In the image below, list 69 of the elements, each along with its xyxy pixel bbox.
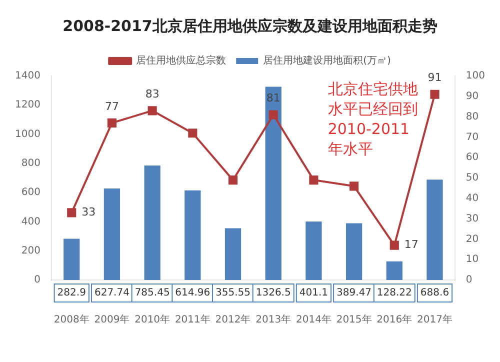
y-tick-label: 600 — [21, 187, 40, 198]
bar — [306, 222, 322, 280]
data-label: 688.6 — [420, 288, 450, 299]
bar — [386, 261, 402, 280]
y2-tick-label: 0 — [466, 274, 472, 286]
data-label: 128.22 — [376, 288, 412, 299]
data-label: 77 — [104, 100, 119, 113]
y-tick-label: 200 — [21, 245, 40, 256]
data-label: 282.9 — [57, 288, 86, 299]
data-label: 33 — [82, 206, 96, 219]
y2-tick-label: 100 — [466, 70, 486, 82]
point — [67, 208, 76, 218]
y-tick-label: 1400 — [14, 70, 40, 82]
y-tick-label: 1200 — [14, 100, 40, 111]
point — [390, 240, 399, 250]
chart-title: 2008-2017北京居住用地供应宗数及建设用地面积走势 — [62, 16, 438, 35]
bar — [426, 180, 443, 280]
x-tick-label: 2009年 — [94, 314, 130, 326]
y2-tick-label: 20 — [466, 234, 479, 245]
data-label: 627.74 — [94, 288, 130, 299]
data-label: 83 — [145, 88, 160, 101]
bar — [346, 223, 362, 280]
point — [268, 110, 278, 120]
data-label: 785.45 — [134, 288, 170, 299]
y-tick-label: 0 — [34, 274, 40, 286]
bar — [224, 228, 242, 280]
y-tick-label: 400 — [21, 216, 40, 228]
point — [148, 106, 157, 116]
data-label: 389.47 — [336, 288, 372, 299]
x-tick-label: 2012年 — [215, 314, 251, 326]
point — [309, 176, 318, 185]
x-tick-label: 2014年 — [296, 314, 332, 326]
legend-label: 居住用地建设用地面积(万㎡) — [263, 54, 391, 67]
data-label: 17 — [404, 238, 418, 252]
y-tick-label: 1000 — [14, 128, 40, 140]
point — [350, 182, 359, 191]
x-tick-label: 2016年 — [376, 314, 412, 326]
y2-tick-label: 70 — [466, 132, 479, 143]
bar — [265, 86, 282, 280]
x-tick-label: 2010年 — [134, 314, 170, 326]
bar — [104, 188, 120, 280]
x-tick-label: 2011年 — [174, 314, 210, 326]
data-label: 355.55 — [216, 288, 251, 299]
data-label: 81 — [266, 92, 280, 105]
point — [107, 118, 117, 128]
y2-tick-label: 10 — [466, 254, 479, 266]
y-tick-label: 800 — [21, 158, 40, 170]
x-tick-label: 2013年 — [256, 314, 292, 326]
point — [430, 90, 440, 99]
y2-tick-label: 50 — [466, 172, 479, 184]
data-label: 1326.5 — [256, 288, 291, 299]
y2-tick-label: 60 — [466, 152, 479, 164]
bar — [184, 190, 201, 280]
y2-tick-label: 80 — [466, 111, 479, 122]
y2-tick-label: 30 — [466, 213, 479, 224]
point — [188, 128, 198, 138]
point — [228, 176, 238, 185]
x-tick-label: 2017年 — [417, 314, 452, 326]
y2-tick-label: 40 — [466, 192, 479, 204]
x-tick-label: 2008年 — [54, 314, 90, 326]
y2-tick-label: 90 — [466, 90, 479, 102]
data-label: 614.96 — [175, 288, 210, 299]
annotation: 北京住宅供地水平已经回到2010-2011年水平 — [328, 80, 418, 158]
data-label: 401.1 — [299, 288, 328, 299]
bar — [64, 238, 80, 280]
data-label: 91 — [428, 71, 442, 84]
x-tick-label: 2015年 — [336, 314, 372, 326]
legend-label: 居住用地供应总宗数 — [136, 54, 226, 67]
bar — [144, 166, 160, 280]
